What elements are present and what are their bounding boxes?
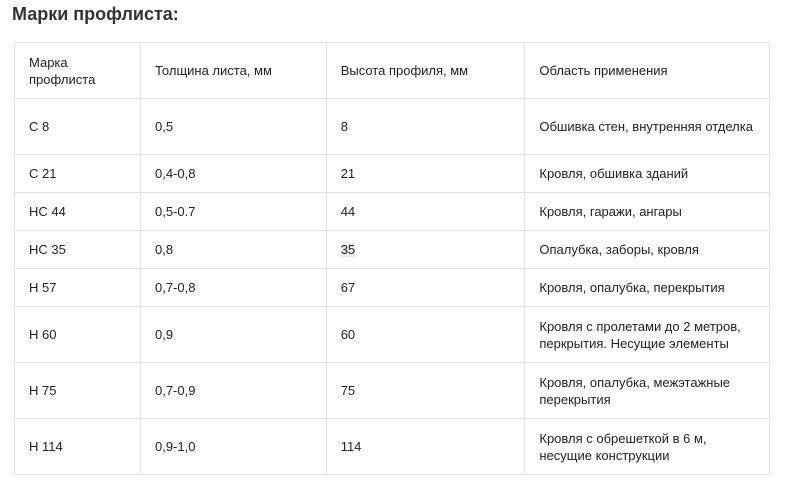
cell-height: 8 <box>325 98 526 155</box>
cell-height: 114 <box>325 418 526 475</box>
page-title: Марки профлиста: <box>12 4 179 24</box>
header-height: Высота профиля, мм <box>325 42 526 99</box>
cell-brand: Н 57 <box>14 268 141 307</box>
cell-height: 75 <box>325 362 526 419</box>
cell-height: 35 <box>325 230 526 269</box>
cell-brand: НС 35 <box>14 230 141 269</box>
header-thickness: Толщина листа, мм <box>139 42 327 99</box>
cell-height: 60 <box>325 306 526 363</box>
cell-thickness: 0,5 <box>139 98 327 155</box>
cell-brand: С 21 <box>14 154 141 193</box>
cell-brand: Н 75 <box>14 362 141 419</box>
cell-application: Кровля с обрешеткой в 6 м, несущие конст… <box>524 418 770 475</box>
cell-brand: Н 114 <box>14 418 141 475</box>
table-row: НС 44 0,5-0.7 44 Кровля, гаражи, ангары <box>14 192 770 231</box>
cell-application: Кровля, гаражи, ангары <box>524 192 770 231</box>
table-row: Н 75 0,7-0,9 75 Кровля, опалубка, межэта… <box>14 362 770 419</box>
cell-height: 67 <box>325 268 526 307</box>
cell-thickness: 0,9 <box>139 306 327 363</box>
profile-table: Марка профлиста Толщина листа, мм Высота… <box>14 42 770 475</box>
cell-brand: Н 60 <box>14 306 141 363</box>
cell-application: Обшивка стен, внутренняя отделка <box>524 98 770 155</box>
cell-application: Кровля с пролетами до 2 метров, перкрыти… <box>524 306 770 363</box>
cell-brand: НС 44 <box>14 192 141 231</box>
table-row: Н 60 0,9 60 Кровля с пролетами до 2 метр… <box>14 306 770 363</box>
cell-thickness: 0,7-0,9 <box>139 362 327 419</box>
table-header-row: Марка профлиста Толщина листа, мм Высота… <box>14 42 770 99</box>
cell-application: Кровля, обшивка зданий <box>524 154 770 193</box>
cell-brand: С 8 <box>14 98 141 155</box>
table-row: НС 35 0,8 35 Опалубка, заборы, кровля <box>14 230 770 269</box>
table-row: С 8 0,5 8 Обшивка стен, внутренняя отдел… <box>14 98 770 155</box>
cell-thickness: 0,4-0,8 <box>139 154 327 193</box>
table-row: С 21 0,4-0,8 21 Кровля, обшивка зданий <box>14 154 770 193</box>
cell-thickness: 0,9-1,0 <box>139 418 327 475</box>
cell-height: 44 <box>325 192 526 231</box>
cell-thickness: 0,5-0.7 <box>139 192 327 231</box>
cell-application: Кровля, опалубка, перекрытия <box>524 268 770 307</box>
cell-height: 21 <box>325 154 526 193</box>
highlighted-value: 35 <box>340 242 356 257</box>
cell-thickness: 0,8 <box>139 230 327 269</box>
table-row: Н 114 0,9-1,0 114 Кровля с обрешеткой в … <box>14 418 770 475</box>
header-brand: Марка профлиста <box>14 42 141 99</box>
cell-application: Кровля, опалубка, межэтажные перекрытия <box>524 362 770 419</box>
cell-application: Опалубка, заборы, кровля <box>524 230 770 269</box>
cell-thickness: 0,7-0,8 <box>139 268 327 307</box>
table-row: Н 57 0,7-0,8 67 Кровля, опалубка, перекр… <box>14 268 770 307</box>
header-application: Область применения <box>524 42 770 99</box>
